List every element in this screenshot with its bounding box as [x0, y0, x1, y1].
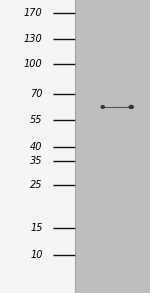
Ellipse shape: [128, 105, 134, 109]
Text: 130: 130: [24, 34, 43, 44]
Text: 70: 70: [30, 89, 43, 99]
Text: 10: 10: [30, 251, 43, 260]
Text: 170: 170: [24, 8, 43, 18]
Text: 100: 100: [24, 59, 43, 69]
Bar: [75, 0, 150, 293]
Text: 25: 25: [30, 180, 43, 190]
Text: 35: 35: [30, 156, 43, 166]
Text: 55: 55: [30, 115, 43, 125]
Text: 15: 15: [30, 223, 43, 233]
Ellipse shape: [100, 105, 105, 109]
Text: 40: 40: [30, 142, 43, 152]
